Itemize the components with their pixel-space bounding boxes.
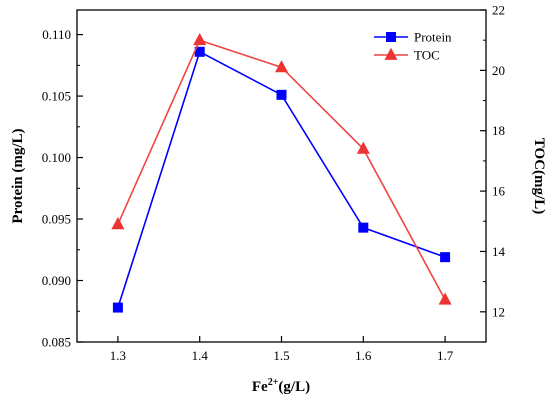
- protein-point: [276, 89, 287, 100]
- legend-marker: [384, 47, 398, 60]
- x-axis-title: Fe2+(g/L): [252, 377, 310, 395]
- left-tick-label: 0.090: [42, 273, 71, 288]
- right-tick-label: 18: [492, 123, 505, 138]
- legend-label: TOC: [414, 48, 440, 63]
- legend-label: Protein: [414, 30, 452, 45]
- y-axis-title-left: Protein (mg/L): [10, 128, 26, 223]
- legend-marker: [386, 32, 396, 42]
- protein-point: [440, 252, 451, 263]
- toc-point: [438, 292, 452, 305]
- series-toc: [111, 32, 452, 305]
- toc-point: [193, 32, 207, 46]
- toc-point: [111, 217, 125, 230]
- series-protein: [112, 46, 451, 313]
- toc-point: [275, 60, 288, 73]
- protein-point: [358, 222, 369, 233]
- right-tick-label: 22: [492, 3, 505, 18]
- right-tick-label: 14: [492, 244, 506, 259]
- protein-point: [194, 46, 205, 57]
- left-tick-label: 0.100: [42, 150, 71, 165]
- x-tick-label: 1.7: [437, 348, 454, 363]
- series-layer: [111, 32, 452, 313]
- protein-point: [112, 302, 123, 313]
- x-axis-title-base: Fe: [252, 379, 268, 395]
- left-tick-label: 0.085: [42, 335, 71, 350]
- x-tick-label: 1.3: [110, 348, 126, 363]
- right-tick-label: 20: [492, 63, 505, 78]
- right-tick-label: 16: [492, 184, 506, 199]
- left-tick-label: 0.105: [42, 89, 71, 104]
- left-tick-label: 0.110: [42, 27, 71, 42]
- toc-line: [117, 39, 446, 301]
- x-axis-ticks: 1.3 1.4 1.5 1.6 1.7: [110, 336, 454, 363]
- legend-item-toc: TOC: [374, 48, 440, 63]
- toc-point: [356, 141, 370, 154]
- x-tick-label: 1.5: [273, 348, 289, 363]
- x-axis-title-suffix: (g/L): [278, 379, 310, 395]
- left-axis-ticks: 0.085 0.090 0.095 0.100 0.105 0.110: [42, 27, 83, 350]
- x-axis-title-sup: 2+: [268, 377, 279, 388]
- right-axis-ticks: 12 14 16 18 20 22: [480, 3, 506, 319]
- left-tick-label: 0.095: [42, 212, 71, 227]
- x-tick-label: 1.6: [355, 348, 372, 363]
- plot-frame: [76, 9, 487, 343]
- legend-item-protein: Protein: [374, 30, 452, 45]
- y-axis-title-right: TOC(mg/L): [531, 138, 547, 214]
- legend: Protein TOC: [374, 30, 452, 63]
- x-tick-label: 1.4: [192, 348, 209, 363]
- right-tick-label: 12: [492, 304, 505, 319]
